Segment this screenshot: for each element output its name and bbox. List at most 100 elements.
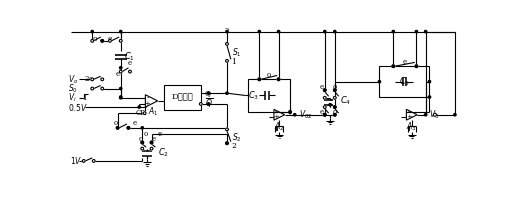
Circle shape: [150, 141, 153, 144]
Circle shape: [226, 142, 228, 144]
Circle shape: [143, 112, 146, 115]
Circle shape: [334, 89, 336, 91]
Text: e: e: [108, 34, 112, 43]
Circle shape: [138, 106, 140, 108]
Circle shape: [258, 78, 261, 81]
Circle shape: [127, 127, 130, 129]
Circle shape: [333, 89, 336, 92]
Circle shape: [91, 39, 94, 42]
Text: $0.5V$: $0.5V$: [69, 101, 88, 113]
Circle shape: [109, 39, 111, 42]
Bar: [379, 66, 430, 97]
Circle shape: [333, 113, 336, 116]
Circle shape: [116, 126, 119, 129]
Circle shape: [226, 128, 228, 131]
Text: $C_2$: $C_2$: [158, 147, 168, 159]
Circle shape: [324, 96, 326, 99]
Circle shape: [120, 96, 122, 98]
Text: +: +: [145, 100, 151, 108]
Text: 1: 1: [82, 94, 87, 102]
Circle shape: [207, 92, 209, 94]
Circle shape: [101, 40, 103, 42]
Text: e: e: [127, 59, 131, 67]
Circle shape: [120, 67, 122, 69]
Circle shape: [226, 142, 228, 145]
Circle shape: [91, 78, 94, 81]
Text: o: o: [333, 108, 337, 116]
Text: 1: 1: [231, 58, 237, 66]
Circle shape: [119, 70, 122, 73]
Circle shape: [424, 114, 427, 116]
Text: o: o: [92, 34, 97, 43]
Circle shape: [258, 78, 261, 80]
Circle shape: [429, 80, 431, 83]
Circle shape: [334, 114, 336, 116]
Text: $V_o$: $V_o$: [69, 73, 79, 86]
Circle shape: [333, 96, 336, 99]
Circle shape: [289, 110, 291, 113]
Text: o: o: [89, 75, 93, 83]
Text: $S_1$: $S_1$: [231, 47, 241, 59]
Circle shape: [129, 70, 132, 73]
Text: $S_0$: $S_0$: [69, 82, 78, 95]
Circle shape: [289, 111, 291, 114]
Text: $A_1$: $A_1$: [148, 105, 158, 118]
Circle shape: [324, 114, 326, 116]
Bar: [248, 79, 290, 112]
Circle shape: [91, 30, 93, 33]
Circle shape: [226, 60, 228, 62]
Circle shape: [226, 30, 228, 33]
Text: e: e: [152, 135, 156, 143]
Circle shape: [226, 43, 228, 45]
Circle shape: [334, 30, 336, 33]
Circle shape: [415, 65, 418, 68]
Circle shape: [141, 141, 144, 144]
Text: $A_2$: $A_2$: [274, 120, 285, 133]
Circle shape: [150, 147, 153, 150]
Circle shape: [392, 65, 394, 67]
Circle shape: [392, 65, 395, 68]
Circle shape: [101, 87, 103, 90]
Circle shape: [293, 114, 296, 116]
Circle shape: [120, 30, 122, 33]
Circle shape: [119, 39, 122, 42]
Circle shape: [120, 87, 122, 90]
Text: 2: 2: [231, 141, 237, 149]
Circle shape: [92, 160, 95, 162]
Circle shape: [333, 106, 336, 108]
Text: +: +: [406, 113, 412, 121]
Circle shape: [258, 30, 261, 33]
Text: $C_4$: $C_4$: [340, 95, 351, 107]
Circle shape: [429, 96, 431, 98]
Circle shape: [378, 80, 380, 83]
Circle shape: [199, 102, 202, 105]
Text: $V_i$: $V_i$: [69, 92, 77, 104]
Text: Q: Q: [205, 89, 211, 97]
Text: CP: CP: [136, 109, 146, 117]
Text: $C_1$: $C_1$: [124, 51, 135, 63]
Text: -: -: [408, 108, 410, 116]
Circle shape: [415, 65, 418, 67]
Circle shape: [151, 141, 153, 144]
Circle shape: [82, 160, 85, 162]
Text: o: o: [139, 135, 143, 143]
Text: D触发器: D触发器: [172, 94, 193, 102]
Text: o: o: [267, 71, 271, 79]
Circle shape: [324, 30, 326, 33]
Circle shape: [278, 78, 280, 80]
Circle shape: [141, 127, 143, 129]
Text: e: e: [402, 58, 407, 66]
Text: $\overline{Q}$: $\overline{Q}$: [205, 98, 212, 110]
Text: $C_3$: $C_3$: [248, 89, 260, 102]
Circle shape: [226, 92, 228, 94]
Circle shape: [117, 127, 119, 129]
Circle shape: [424, 30, 427, 33]
Circle shape: [329, 103, 331, 106]
Circle shape: [324, 114, 326, 116]
Circle shape: [141, 141, 143, 144]
Circle shape: [277, 78, 280, 81]
Text: e: e: [133, 119, 137, 127]
Text: e: e: [116, 70, 120, 78]
Text: $C_5$: $C_5$: [398, 75, 410, 88]
Circle shape: [334, 106, 336, 108]
